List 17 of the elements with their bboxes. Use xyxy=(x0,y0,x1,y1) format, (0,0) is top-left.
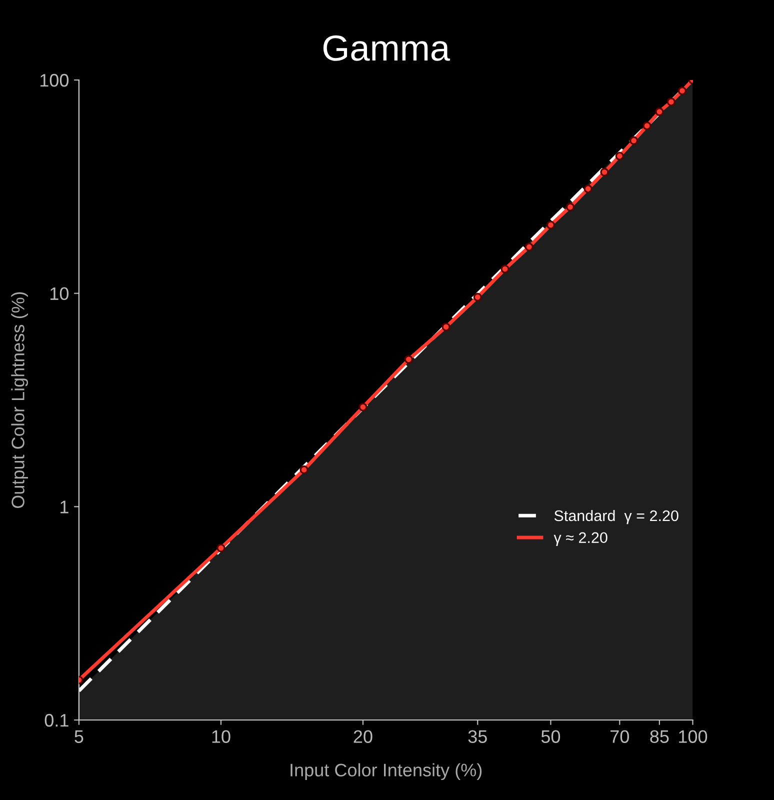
chart-title: Gamma xyxy=(323,35,450,61)
y-tick-label: 10 xyxy=(50,287,69,300)
x-tick-label: 35 xyxy=(468,730,487,743)
y-tick-label: 100 xyxy=(40,74,69,87)
x-tick-label: 70 xyxy=(610,730,629,743)
x-tick-label: 20 xyxy=(354,730,372,743)
legend-label: Standard γ = 2.20 xyxy=(554,510,678,524)
x-tick-label: 85 xyxy=(650,730,669,743)
x-tick-label: 5 xyxy=(74,730,84,743)
y-tick-label: 0.1 xyxy=(44,714,68,727)
y-tick-label: 1 xyxy=(60,500,68,514)
x-tick-label: 100 xyxy=(679,730,708,743)
legend-label: γ ≈ 2.20 xyxy=(554,532,608,546)
x-tick-label: 50 xyxy=(541,730,560,743)
x-axis-title: Input Color Intensity (%) xyxy=(290,763,482,780)
x-tick-label: 10 xyxy=(212,730,230,743)
y-axis-title: Output Color Lightness (%) xyxy=(11,292,28,508)
